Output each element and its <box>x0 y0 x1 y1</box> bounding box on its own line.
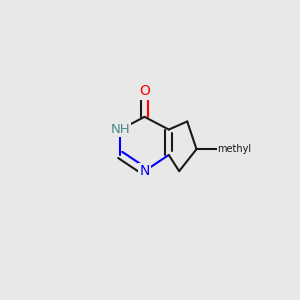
Text: methyl: methyl <box>217 144 251 154</box>
Text: NH: NH <box>110 123 130 136</box>
Text: N: N <box>139 164 150 178</box>
Text: O: O <box>139 84 150 98</box>
